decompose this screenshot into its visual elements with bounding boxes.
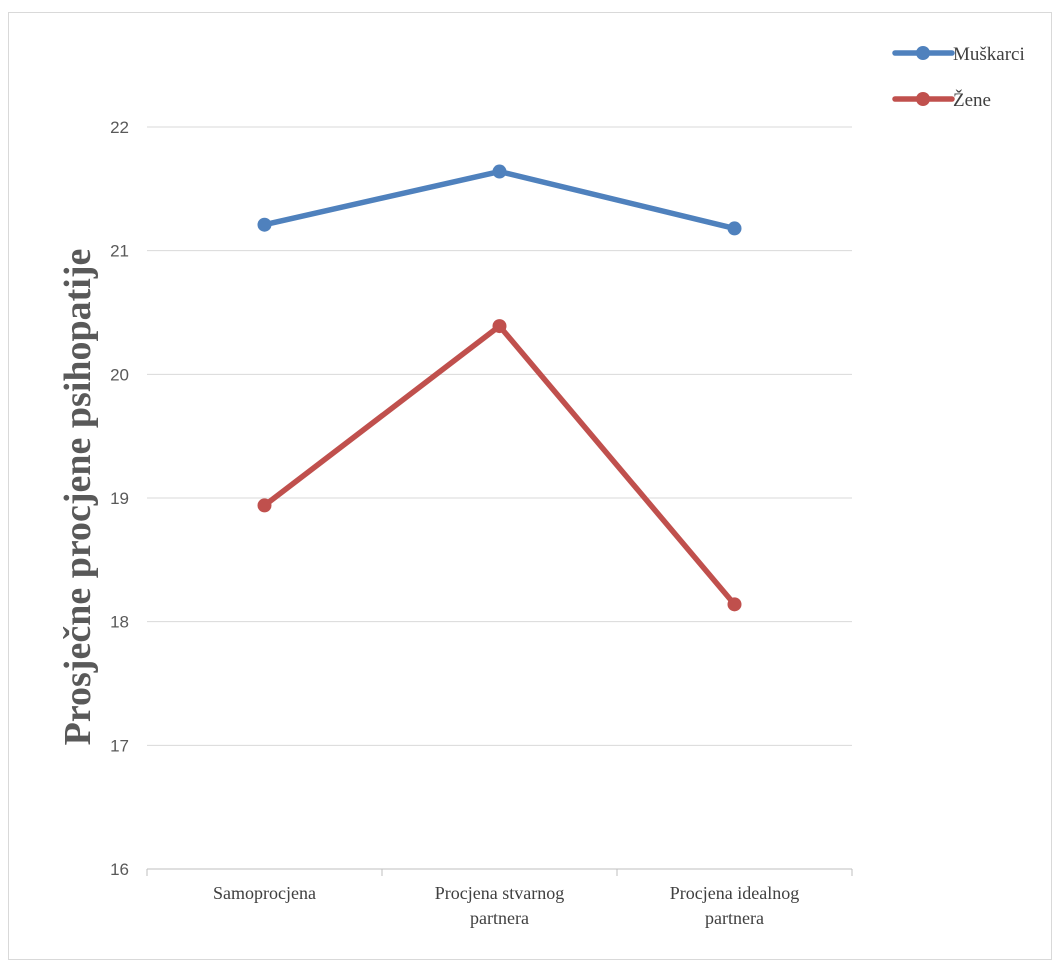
series-muškarci — [257, 164, 742, 236]
legend: Muškarci Žene — [892, 44, 1025, 111]
axes — [146, 868, 853, 876]
y-tick-labels: 16 17 18 19 20 21 22 — [110, 118, 129, 879]
series-žene — [257, 319, 742, 612]
y-tick-label: 22 — [110, 118, 129, 137]
legend-item: Žene — [892, 89, 991, 111]
x-tick-label-line: Procjena idealnog — [670, 883, 799, 903]
y-axis-label: Prosječne procjene psihopatije — [57, 249, 99, 746]
data-point — [727, 597, 742, 612]
legend-swatch-marker — [916, 92, 930, 106]
x-tick-label-line: Procjena stvarnog — [435, 883, 564, 903]
data-point — [257, 217, 272, 232]
y-tick-label: 19 — [110, 489, 129, 508]
data-point — [257, 498, 272, 513]
data-point — [727, 221, 742, 236]
x-tick-label: Samoprocjena — [213, 883, 316, 903]
x-tick-label-line: Samoprocjena — [213, 883, 316, 903]
legend-swatch-marker — [916, 46, 930, 60]
legend-label: Žene — [953, 89, 991, 111]
y-tick-label: 18 — [110, 613, 129, 632]
x-tick-label: Procjena idealnog partnera — [670, 883, 799, 928]
y-tick-label: 20 — [110, 365, 129, 384]
x-tick-label: Procjena stvarnog partnera — [435, 883, 564, 928]
legend-item: Muškarci — [892, 44, 1025, 65]
gridlines — [147, 126, 852, 746]
x-tick-labels: Samoprocjena Procjena stvarnog partneraPro… — [213, 883, 799, 928]
y-tick-label: 21 — [110, 242, 129, 261]
x-tick-label-line: partnera — [705, 908, 764, 928]
y-tick-label: 16 — [110, 860, 129, 879]
x-tick-label-line: partnera — [470, 908, 529, 928]
series-line — [261, 168, 738, 232]
y-tick-label: 17 — [110, 736, 129, 755]
legend-label: Muškarci — [953, 44, 1025, 65]
data-point — [492, 319, 507, 334]
series-line — [261, 323, 738, 608]
chart-frame — [8, 12, 1052, 960]
series-lines — [257, 164, 742, 612]
data-point — [492, 164, 507, 179]
